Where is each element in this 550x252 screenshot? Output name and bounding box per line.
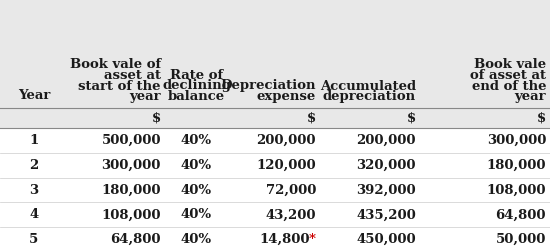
Text: 450,000: 450,000 [356, 233, 416, 246]
Text: 40%: 40% [181, 134, 212, 147]
Text: 435,200: 435,200 [356, 208, 416, 221]
Text: 108,000: 108,000 [487, 183, 546, 197]
Text: Year: Year [18, 89, 50, 102]
Text: Accumulated: Accumulated [320, 79, 416, 92]
Text: expense: expense [257, 90, 316, 103]
Text: $: $ [407, 111, 416, 124]
Text: end of the: end of the [471, 79, 546, 92]
Text: 392,000: 392,000 [356, 183, 416, 197]
Text: 200,000: 200,000 [356, 134, 416, 147]
Text: 4: 4 [29, 208, 38, 221]
Text: balance: balance [168, 90, 225, 103]
Text: 120,000: 120,000 [256, 159, 316, 172]
Text: declining: declining [162, 79, 231, 92]
Bar [0, 153, 550, 178]
Text: year: year [514, 90, 546, 103]
Text: 180,000: 180,000 [487, 159, 546, 172]
Text: 50,000: 50,000 [496, 233, 546, 246]
Text: Book vale: Book vale [474, 58, 546, 72]
Bar [0, 128, 550, 153]
Bar [0, 178, 550, 202]
Text: 3: 3 [30, 183, 38, 197]
Text: 43,200: 43,200 [266, 208, 316, 221]
Text: of asset at: of asset at [470, 69, 546, 82]
Text: Rate of: Rate of [170, 69, 223, 82]
Text: 72,000: 72,000 [266, 183, 316, 197]
Text: $: $ [537, 111, 546, 124]
Text: 40%: 40% [181, 208, 212, 221]
Text: 40%: 40% [181, 183, 212, 197]
Text: *: * [309, 233, 316, 246]
Text: $: $ [307, 111, 316, 124]
Text: 320,000: 320,000 [356, 159, 416, 172]
Text: start of the: start of the [79, 79, 161, 92]
Text: 1: 1 [29, 134, 38, 147]
Text: depreciation: depreciation [323, 90, 416, 103]
Text: 200,000: 200,000 [256, 134, 316, 147]
Bar [0, 202, 550, 227]
Text: 5: 5 [29, 233, 38, 246]
Text: Book vale of: Book vale of [70, 58, 161, 72]
Text: asset at: asset at [104, 69, 161, 82]
Text: $: $ [152, 111, 161, 124]
Text: 180,000: 180,000 [102, 183, 161, 197]
Text: 300,000: 300,000 [102, 159, 161, 172]
Text: 14,800: 14,800 [260, 233, 310, 246]
Text: 64,800: 64,800 [111, 233, 161, 246]
Text: 40%: 40% [181, 233, 212, 246]
Bar [0, 108, 550, 128]
Bar [0, 0, 550, 108]
Text: 500,000: 500,000 [102, 134, 161, 147]
Text: Depreciation: Depreciation [221, 79, 316, 92]
Text: 108,000: 108,000 [102, 208, 161, 221]
Text: 300,000: 300,000 [487, 134, 546, 147]
Bar [0, 227, 550, 252]
Text: 64,800: 64,800 [496, 208, 546, 221]
Text: 40%: 40% [181, 159, 212, 172]
Text: 2: 2 [29, 159, 38, 172]
Text: year: year [129, 90, 161, 103]
